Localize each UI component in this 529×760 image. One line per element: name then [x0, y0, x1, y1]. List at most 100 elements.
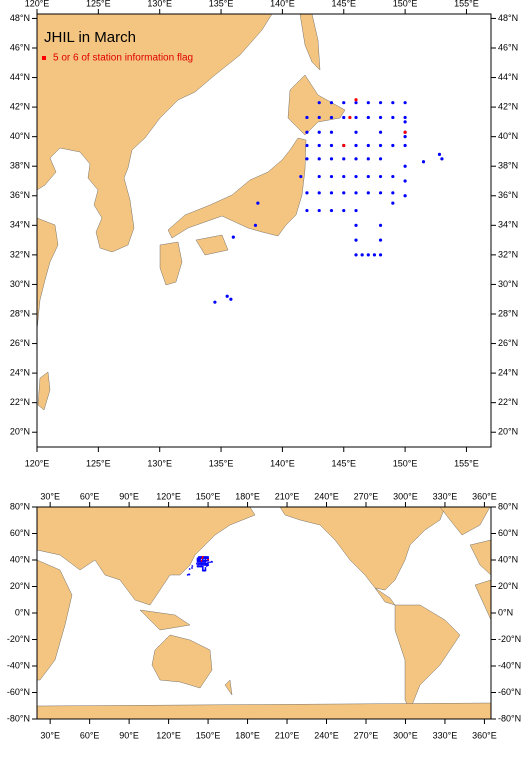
lon-tick-label: 60°E	[80, 730, 100, 740]
lat-tick-label: 0°N	[15, 607, 30, 617]
lat-tick-label: 0°N	[498, 607, 513, 617]
top-map: JHIL in March 5 or 6 of station informat…	[10, 0, 518, 468]
flagged-station	[403, 130, 407, 134]
lat-tick-label: -40°N	[7, 660, 30, 670]
lon-tick-label: 155°E	[454, 0, 479, 8]
station	[378, 130, 383, 134]
station	[207, 563, 209, 565]
station	[378, 143, 383, 148]
flagged-station	[354, 98, 358, 102]
lon-tick-label: 145°E	[331, 458, 356, 468]
station	[378, 223, 383, 227]
station	[207, 556, 209, 558]
lat-tick-label: 46°N	[10, 42, 30, 52]
station	[440, 157, 444, 161]
station	[196, 561, 199, 563]
station	[191, 567, 193, 569]
station	[366, 174, 370, 179]
station	[196, 565, 199, 568]
station	[403, 101, 407, 105]
station	[201, 562, 204, 565]
station	[209, 561, 211, 564]
lon-tick-label: 120°E	[156, 491, 181, 501]
station	[199, 564, 202, 566]
station	[253, 223, 258, 227]
station	[205, 559, 208, 562]
station	[197, 562, 200, 565]
station	[203, 564, 206, 566]
lon-tick-label: 135°E	[209, 458, 234, 468]
station	[366, 157, 370, 161]
station	[203, 562, 206, 565]
station	[203, 569, 206, 572]
station	[391, 201, 395, 205]
lon-tick-label: 180°E	[235, 730, 260, 740]
lon-tick-label: 180°E	[235, 491, 260, 501]
lon-tick-label: 270°E	[354, 730, 379, 740]
honshu	[167, 137, 307, 239]
flagged-station	[200, 559, 203, 562]
station	[317, 115, 321, 120]
station	[378, 253, 383, 257]
station	[372, 253, 377, 257]
station	[354, 191, 358, 195]
station	[200, 565, 203, 568]
lon-tick-label: 270°E	[354, 491, 379, 501]
lon-tick-label: 140°E	[270, 458, 295, 468]
station	[354, 223, 358, 227]
lon-tick-label: 150°E	[393, 458, 418, 468]
station	[354, 115, 358, 120]
station	[201, 561, 204, 563]
lon-tick-label: 60°E	[80, 491, 100, 501]
station	[204, 562, 207, 565]
lat-tick-label: 40°N	[10, 131, 30, 141]
lat-tick-label: 40°N	[10, 554, 30, 564]
lon-tick-label: 130°E	[147, 0, 172, 8]
lon-tick-label: 140°E	[270, 0, 295, 8]
station	[201, 567, 204, 569]
station	[197, 557, 200, 560]
station	[354, 238, 358, 242]
lon-tick-label: 30°E	[40, 491, 60, 501]
lat-tick-label: 20°N	[498, 427, 518, 437]
lat-tick-label: -20°N	[498, 634, 521, 644]
station	[329, 191, 334, 195]
lon-tick-label: 145°E	[331, 0, 356, 8]
lat-tick-label: 48°N	[10, 13, 30, 23]
lat-tick-label: -80°N	[498, 713, 521, 723]
flagged-station	[342, 143, 346, 148]
lon-tick-label: 330°E	[433, 730, 458, 740]
lat-tick-label: 22°N	[10, 397, 30, 407]
station	[225, 294, 229, 298]
lat-tick-label: 44°N	[498, 72, 518, 82]
lon-tick-label: 240°E	[314, 730, 339, 740]
flagged-station	[201, 557, 204, 560]
station	[196, 557, 199, 560]
station	[342, 191, 346, 195]
lat-tick-label: 60°N	[10, 528, 30, 538]
station	[378, 174, 383, 179]
station	[204, 561, 207, 563]
station	[317, 157, 321, 161]
lat-tick-label: -20°N	[7, 634, 30, 644]
station	[203, 561, 206, 563]
station	[342, 174, 346, 179]
lat-tick-label: -80°N	[7, 713, 30, 723]
station	[205, 556, 208, 558]
lon-tick-label: 150°E	[196, 491, 221, 501]
south-america	[394, 604, 461, 711]
lon-tick-label: 150°E	[393, 0, 418, 8]
lat-tick-label: 36°N	[498, 190, 518, 200]
station	[199, 561, 202, 563]
station	[317, 208, 321, 213]
station	[197, 565, 200, 568]
antarctica	[36, 702, 492, 720]
station	[186, 573, 189, 576]
lat-tick-label: 48°N	[498, 13, 518, 23]
station	[403, 120, 407, 124]
station	[305, 130, 309, 134]
station	[360, 253, 364, 257]
station	[354, 143, 358, 148]
lon-tick-label: 120°E	[25, 458, 50, 468]
north-america	[279, 506, 446, 591]
